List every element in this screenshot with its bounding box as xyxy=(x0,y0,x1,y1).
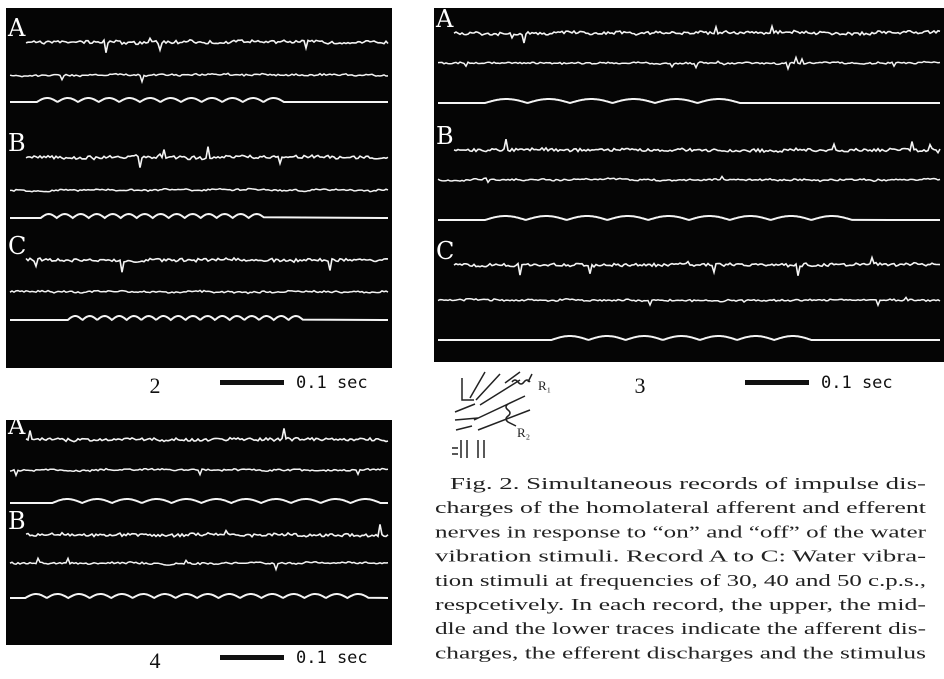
page: R₁ R₂ ABC20.1 secABC30.1 secAB40.1 secFi… xyxy=(0,0,944,679)
caption-line: respcetively. In each record, the upper,… xyxy=(435,595,926,614)
figure-panel: AB xyxy=(6,412,392,645)
figure-panel: A B C xyxy=(6,8,392,368)
scale-bar xyxy=(220,655,284,660)
figure-number: 2 xyxy=(150,373,161,398)
record-label: A xyxy=(7,412,26,440)
caption-line: tion stimuli at frequencies of 30, 40 an… xyxy=(435,571,926,590)
record-label: C xyxy=(8,232,26,260)
diagram-label: R₁ xyxy=(538,378,551,393)
scale-bar xyxy=(220,380,284,385)
caption-line: vibration stimuli. Record A to C: Water … xyxy=(435,547,926,566)
caption-line: charges of the homolateral afferent and … xyxy=(435,498,927,517)
record-label: A xyxy=(7,14,26,42)
scale-bar xyxy=(745,380,809,385)
figure-number: 4 xyxy=(150,648,161,673)
record-background xyxy=(434,8,944,362)
diagram-label: R₂ xyxy=(517,425,530,440)
record-background xyxy=(6,8,392,368)
figure-number: 3 xyxy=(635,373,646,398)
figure-panel: A B C xyxy=(434,5,944,362)
caption-line: nerves in response to “on” and “off” of … xyxy=(435,522,927,541)
caption-line: dle and the lower traces indicate the af… xyxy=(435,619,926,638)
record-label: B xyxy=(8,129,26,157)
record-label: C xyxy=(436,237,454,265)
caption-line: charges, the efferent discharges and the… xyxy=(435,643,926,662)
caption-line: Fig. 2. Simultaneous records of impulse … xyxy=(450,474,926,493)
record-label: A xyxy=(435,5,454,33)
diagram xyxy=(452,372,532,458)
record-label: B xyxy=(436,122,454,150)
scale-label: 0.1 sec xyxy=(821,373,893,393)
scale-label: 0.1 sec xyxy=(296,373,368,393)
record-label: B xyxy=(8,507,26,535)
record-background xyxy=(6,420,392,645)
scale-label: 0.1 sec xyxy=(296,648,368,668)
